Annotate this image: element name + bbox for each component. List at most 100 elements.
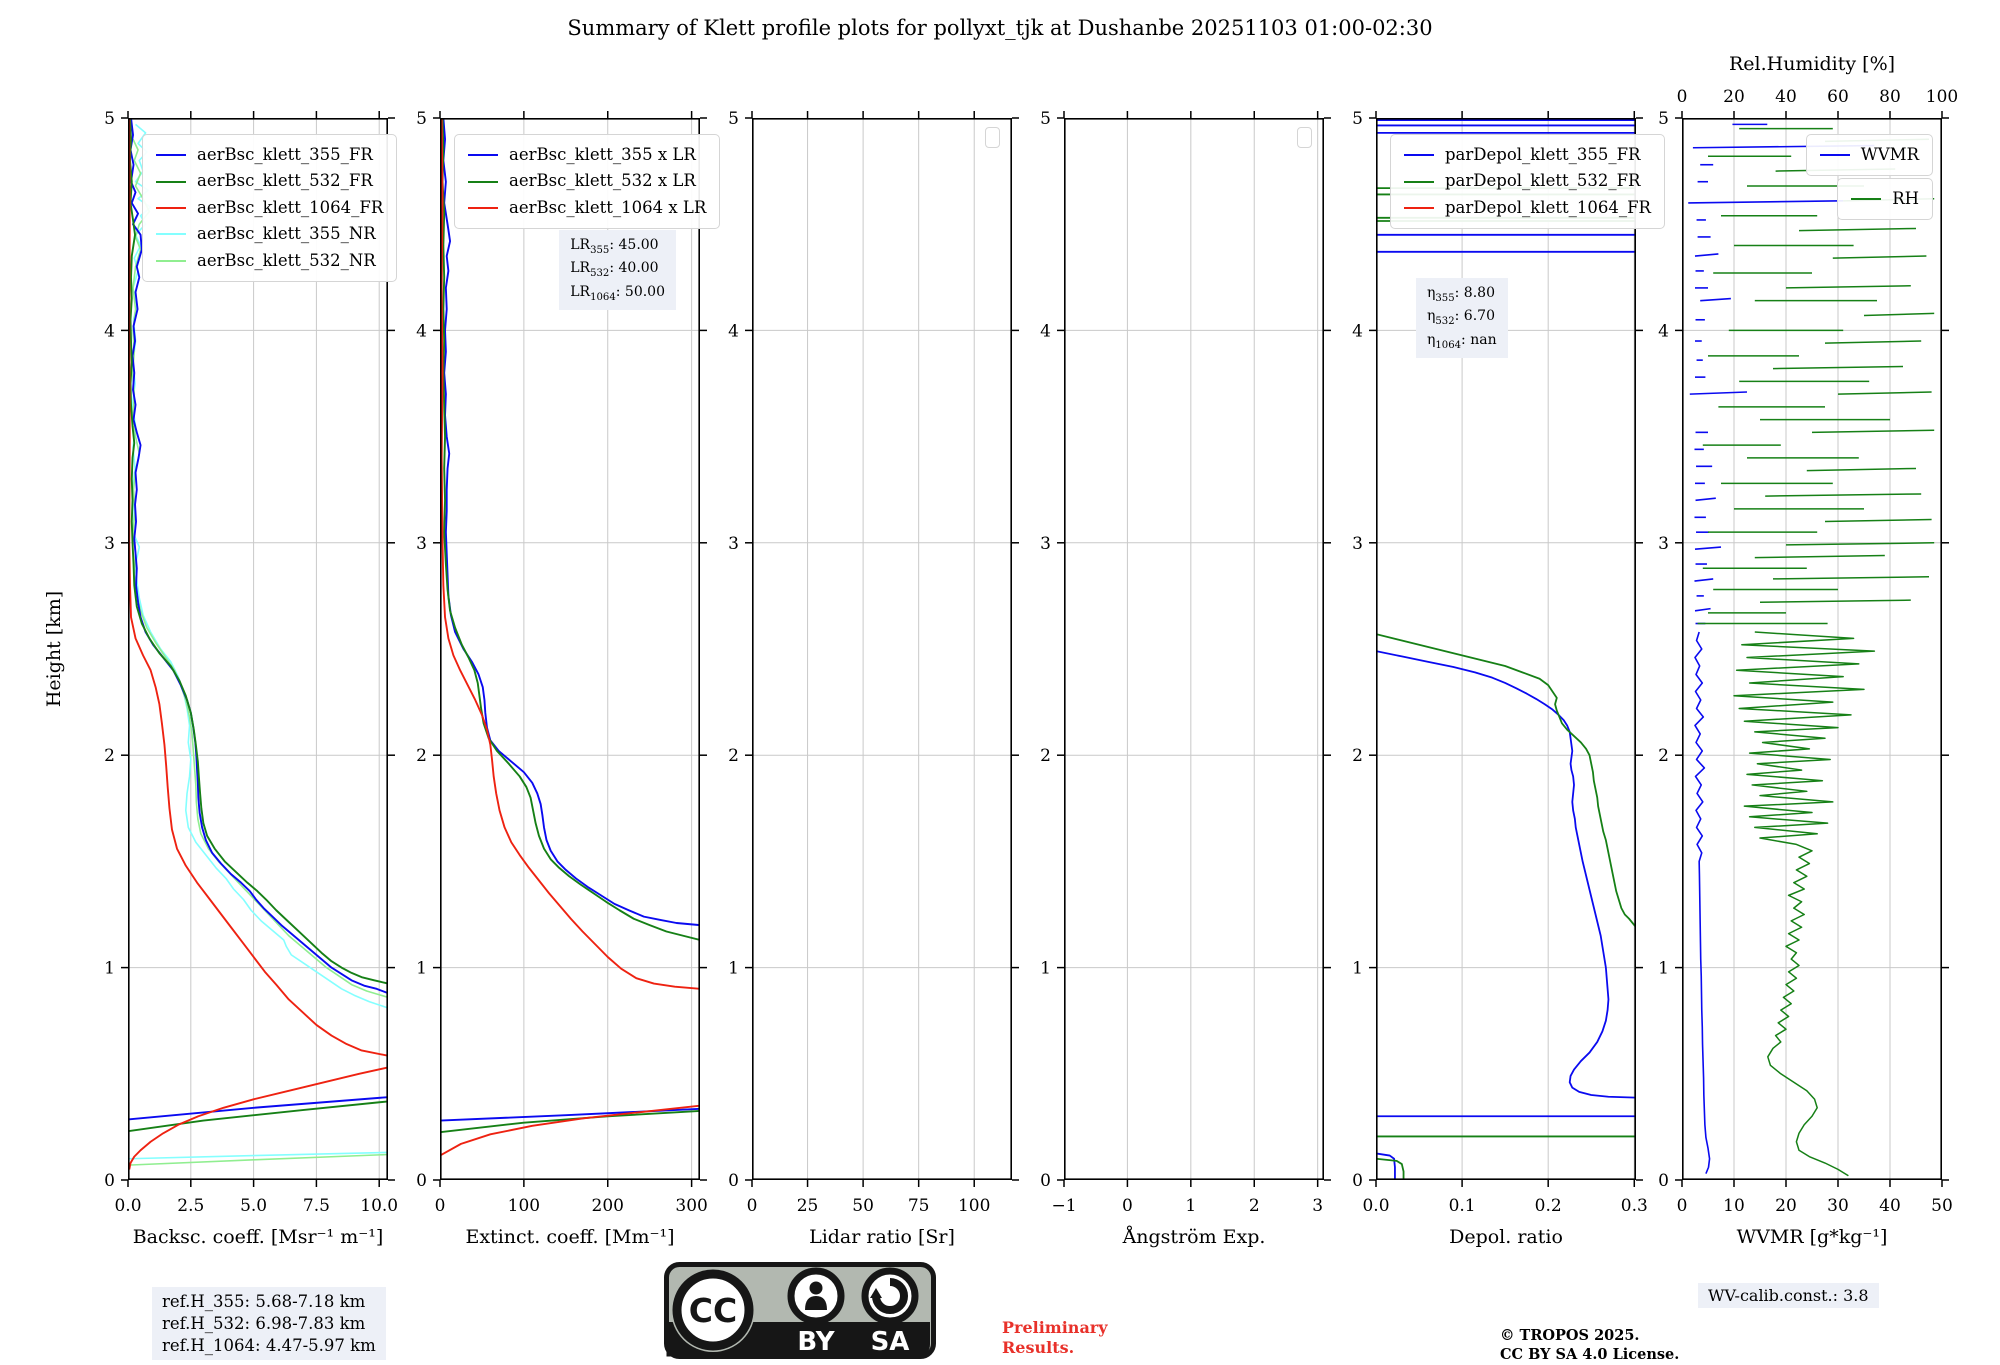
y-tick-label: 2 xyxy=(1658,746,1669,766)
y-tick-label: 2 xyxy=(728,746,739,766)
series-RH xyxy=(1832,255,1927,259)
cc-badge-cc-text: CC xyxy=(689,1291,737,1330)
legend-label: aerBsc_klett_355_NR xyxy=(197,224,376,244)
x-tick-label: 0.0 xyxy=(1362,1196,1389,1216)
plot-frame xyxy=(1376,118,1636,1181)
series-RH xyxy=(1824,340,1922,344)
legend-entry: aerBsc_klett_532_FR xyxy=(156,168,383,194)
y-tick-label: 0 xyxy=(728,1171,739,1191)
legend-depol: parDepol_klett_355_FR parDepol_klett_532_… xyxy=(1390,134,1665,230)
y-tick-label: 5 xyxy=(1040,109,1051,129)
series-parDepol_klett_355_FR xyxy=(1376,1152,1396,1180)
y-tick-label: 3 xyxy=(728,534,739,554)
wv-calibration-annotation: WV-calib.const.: 3.8 xyxy=(1698,1283,1879,1308)
series-RH xyxy=(1772,365,1904,370)
y-tick-label: 5 xyxy=(728,109,739,129)
x-tick-label: 40 xyxy=(1879,1196,1901,1216)
legend-entry: WVMR xyxy=(1819,142,1919,168)
legend-entry: aerBsc_klett_1064_FR xyxy=(156,195,383,221)
annotation-depol: η355: 8.80 η532: 6.70 η1064: nan xyxy=(1416,278,1508,359)
series-parDepol_klett_532_FR xyxy=(1376,1157,1405,1180)
annotation-line: LR532: 40.00 xyxy=(570,260,659,280)
y-tick-label: 1 xyxy=(1040,959,1051,979)
annotation-line: LR355: 45.00 xyxy=(570,237,659,256)
legend-line-swatch xyxy=(1404,180,1434,183)
x-tick-label: 7.5 xyxy=(303,1196,330,1216)
legend-line-swatch xyxy=(156,206,186,209)
series-RH xyxy=(1806,467,1917,472)
series-RH xyxy=(1824,518,1932,523)
series-aerBsc_klett_1064 x LR xyxy=(440,118,700,990)
x-tick-label: 300 xyxy=(675,1196,707,1216)
x-tick-label: 0.3 xyxy=(1621,1196,1648,1216)
x-tick-label: 20 xyxy=(1775,1196,1797,1216)
y-tick-label: 5 xyxy=(104,109,115,129)
series-aerBsc_klett_532_FR xyxy=(128,1100,388,1133)
annotation-line: LR1064: 50.00 xyxy=(570,283,665,303)
x-axis-label: Depol. ratio xyxy=(1449,1226,1563,1248)
legend-label: parDepol_klett_355_FR xyxy=(1445,145,1641,164)
series-RH xyxy=(1759,599,1911,604)
x-tick-label: 75 xyxy=(908,1196,930,1216)
x-tick-label: 0 xyxy=(747,1196,758,1216)
y-tick-label: 4 xyxy=(1658,321,1669,341)
series-WVMR xyxy=(1688,200,1844,204)
y-tick-label: 5 xyxy=(1352,109,1363,129)
series-aerBsc_klett_355_FR xyxy=(128,1096,388,1121)
legend-line-swatch xyxy=(156,233,186,236)
series-WVMR xyxy=(1694,578,1714,582)
legend-label: aerBsc_klett_355_FR xyxy=(197,145,373,164)
cc-by-sa-badge: CC BY SA xyxy=(664,1262,936,1359)
x-axis-label: Lidar ratio [Sr] xyxy=(809,1226,955,1248)
x-tick-label: −1 xyxy=(1051,1196,1076,1216)
preliminary-results-note: Preliminary Results. xyxy=(1002,1318,1108,1358)
copyright-line-1: © TROPOS 2025. xyxy=(1500,1327,1640,1344)
legend-backsc: aerBsc_klett_355_FR aerBsc_klett_532_FR ae… xyxy=(142,134,398,282)
legend-line-swatch xyxy=(156,180,186,183)
page-title: Summary of Klett profile plots for polly… xyxy=(567,16,1433,40)
legend-empty-angstrom xyxy=(1297,127,1312,148)
y-tick-label: 3 xyxy=(1658,534,1669,554)
cc-badge-by-text: BY xyxy=(797,1327,835,1357)
series-RH xyxy=(1772,576,1930,580)
x-tick-label: 5.0 xyxy=(240,1196,267,1216)
y-tick-label: 1 xyxy=(728,959,739,979)
legend-wvmr-1: RH xyxy=(1837,178,1933,221)
y-tick-label: 0 xyxy=(104,1171,115,1191)
legend-label: WVMR xyxy=(1860,145,1919,164)
y-tick-label: 5 xyxy=(416,109,427,129)
person-head xyxy=(809,1281,823,1295)
copyright-line-2: CC BY SA 4.0 License. xyxy=(1500,1345,1680,1363)
panel-depol: 0.0 0.1 0.2 0.3 0 1 2 3 4 5 Depol. ratio parDepol_k… xyxy=(1352,109,1665,1248)
top-tick-label: 60 xyxy=(1827,87,1849,107)
legend-extinct: aerBsc_klett_355 x LR aerBsc_klett_532 x … xyxy=(454,134,721,230)
series-RH xyxy=(1785,542,1935,546)
series-WVMR xyxy=(1694,631,1711,1174)
y-tick-label: 4 xyxy=(416,321,427,341)
x-tick-label: 1 xyxy=(1185,1196,1196,1216)
series-aerBsc_klett_1064_FR xyxy=(128,1066,388,1170)
y-tick-label: 0 xyxy=(1352,1171,1363,1191)
series-RH xyxy=(1811,429,1935,434)
legend-label: parDepol_klett_532_FR xyxy=(1445,171,1641,191)
panel-lidar_ratio: 0 25 50 75 100 0 1 2 3 4 5 Lidar ratio [Sr] xyxy=(728,109,1019,1248)
x-tick-label: 0 xyxy=(1122,1196,1133,1216)
x-tick-label: 0.2 xyxy=(1535,1196,1562,1216)
legend-label: aerBsc_klett_532 x LR xyxy=(509,171,696,191)
panel-angstrom: −1 0 1 2 3 0 1 2 3 4 5 Ångström Exp. xyxy=(1040,109,1331,1248)
legend-entry: parDepol_klett_532_FR xyxy=(1404,168,1651,194)
x-tick-label: 100 xyxy=(958,1196,990,1216)
y-tick-label: 4 xyxy=(104,321,115,341)
y-tick-label: 1 xyxy=(416,959,427,979)
series-RH xyxy=(1754,554,1885,559)
annotation-extinct: LR355: 45.00 LR532: 40.00 LR1064: 50.00 xyxy=(559,230,676,311)
legend-label: aerBsc_klett_355 x LR xyxy=(509,145,696,164)
y-tick-label: 2 xyxy=(416,746,427,766)
annotation-line: η1064: nan xyxy=(1427,331,1497,351)
plot-frame xyxy=(440,118,700,1181)
legend-line-swatch xyxy=(468,154,498,157)
series-parDepol_klett_532_FR xyxy=(1376,633,1636,928)
series-WVMR xyxy=(1694,607,1711,612)
legend-entry: aerBsc_klett_532 x LR xyxy=(468,168,706,194)
y-tick-label: 3 xyxy=(1352,534,1363,554)
